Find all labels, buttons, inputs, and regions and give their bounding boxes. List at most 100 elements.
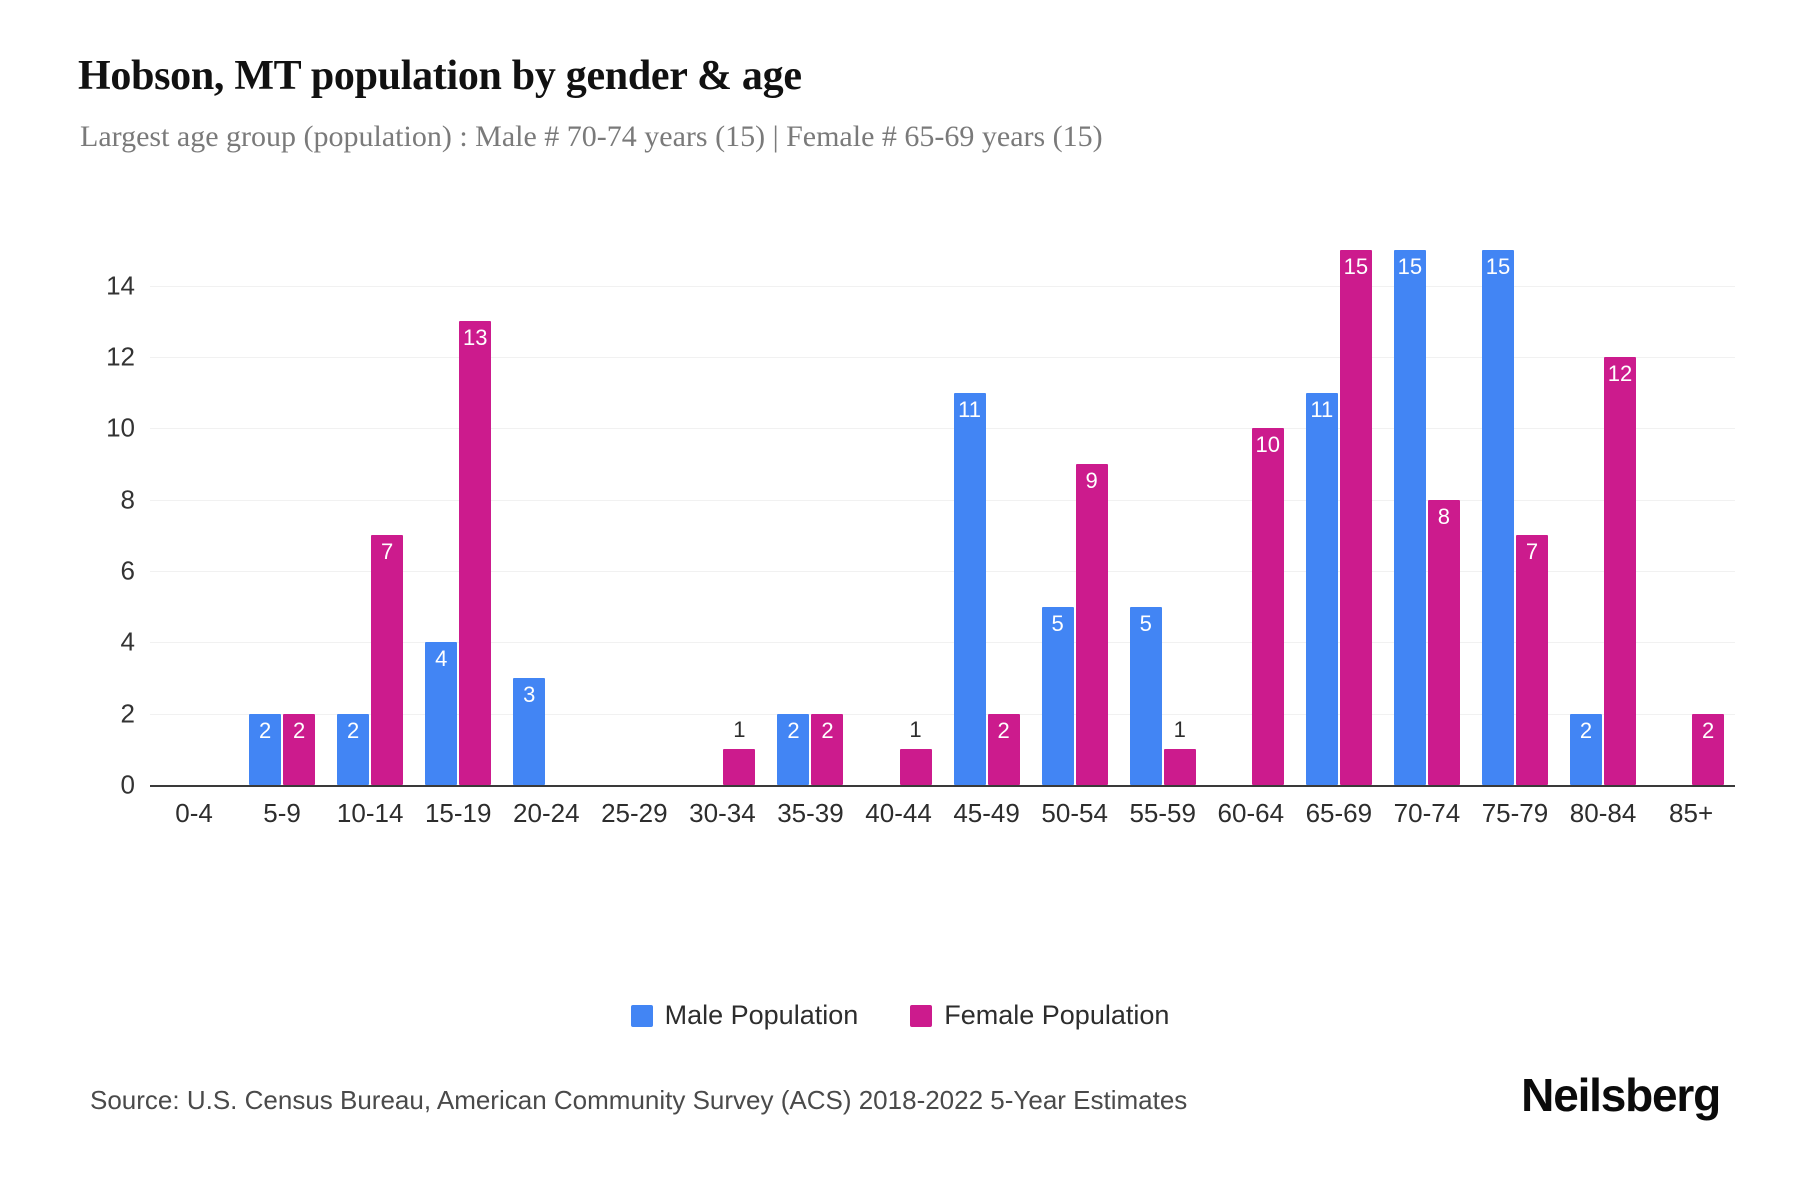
legend-swatch-female-icon <box>910 1004 933 1027</box>
bar-male[interactable]: 2 <box>249 713 282 785</box>
y-axis-tick-label: 8 <box>120 484 135 515</box>
bar-group <box>150 250 238 785</box>
x-axis-tick-label: 20-24 <box>513 798 580 828</box>
bar-value-label: 2 <box>1701 717 1715 743</box>
legend-item-male[interactable]: Male Population <box>630 1000 859 1031</box>
x-axis-labels: 0-4 5-9 10-14 15-19 20-24 25-29 30-34 35-39 40-4… <box>150 798 1735 829</box>
x-axis-tick-label: 45-49 <box>953 798 1020 828</box>
bar-female[interactable]: 2 <box>987 713 1020 785</box>
bar-male[interactable]: 11 <box>1305 392 1338 785</box>
x-axis-tick-label: 80-84 <box>1569 798 1637 828</box>
bar-female[interactable]: 1 <box>723 719 756 785</box>
x-axis-tick-label: 55-59 <box>1129 798 1196 828</box>
bar-value-label: 11 <box>958 396 982 422</box>
bar-value-label: 11 <box>1310 396 1334 422</box>
bar-male[interactable]: 15 <box>1481 250 1514 785</box>
bar-group: 15 8 <box>1383 250 1471 785</box>
bar-value-label: 12 <box>1607 361 1633 386</box>
x-axis-tick-label: 70-74 <box>1393 798 1461 828</box>
bar-male[interactable]: 4 <box>425 642 458 785</box>
bar-female[interactable]: 8 <box>1427 499 1460 785</box>
bar-value-label: 3 <box>523 682 536 707</box>
bar-value-label: 15 <box>1397 254 1423 279</box>
bar-value-label: 2 <box>821 717 834 743</box>
bar-female[interactable]: 15 <box>1339 250 1372 785</box>
bar-group: 15 7 <box>1471 250 1559 785</box>
x-axis-tick-label: 35-39 <box>777 798 844 828</box>
x-axis-tick-label: 5-9 <box>263 798 301 828</box>
page-subtitle: Largest age group (population) : Male # … <box>80 120 1103 153</box>
x-axis-tick-label: 10-14 <box>336 798 404 828</box>
x-axis-tick-label: 25-29 <box>601 798 668 828</box>
bar-male[interactable]: 5 <box>1041 606 1074 785</box>
legend-label-male: Male Population <box>664 1000 859 1030</box>
gridline <box>150 713 1735 715</box>
bar-value-label: 2 <box>1579 717 1593 743</box>
bar-value-label: 7 <box>1525 539 1539 565</box>
brand-logo: Neilsberg <box>1521 1069 1721 1121</box>
legend-item-female[interactable]: Female Population <box>910 1000 1169 1031</box>
bar-group: 3 <box>502 250 590 785</box>
source-note: Source: U.S. Census Bureau, American Com… <box>90 1085 1188 1115</box>
bar-female[interactable]: 2 <box>1692 713 1725 785</box>
x-axis-tick-label: 15-19 <box>424 798 492 828</box>
bar-female[interactable]: 7 <box>371 535 404 785</box>
gridline <box>150 571 1735 572</box>
bar-value-label: 8 <box>1437 503 1451 529</box>
bar-group: 11 15 <box>1295 250 1383 785</box>
bar-female[interactable]: 2 <box>283 713 316 785</box>
gridline <box>150 499 1735 501</box>
bar-male[interactable]: 15 <box>1393 250 1426 785</box>
bar-value-label: 9 <box>1085 468 1098 493</box>
bar-female[interactable]: 2 <box>811 713 844 785</box>
x-axis-tick-label: 30-34 <box>689 798 756 828</box>
bar-group: 1 <box>855 250 943 785</box>
legend-swatch-male-icon <box>630 1004 653 1027</box>
bar-value-label: 2 <box>347 717 360 743</box>
bar-value-label: 1 <box>909 717 922 743</box>
bar-value-label: 10 <box>1255 432 1281 458</box>
y-axis-tick-label: 6 <box>120 555 135 586</box>
bar-male[interactable]: 5 <box>1129 606 1162 785</box>
x-axis-tick-label: 60-64 <box>1217 798 1285 828</box>
bar-value-label: 2 <box>258 717 272 743</box>
bar-female[interactable]: 7 <box>1515 535 1548 785</box>
bar-female[interactable]: 9 <box>1075 464 1108 785</box>
bar-male[interactable]: 2 <box>777 713 810 785</box>
bar-group: 11 2 <box>943 250 1031 785</box>
gridline <box>150 642 1735 644</box>
x-axis-tick-label: 0-4 <box>175 798 213 828</box>
gridline <box>150 357 1735 358</box>
bar-female[interactable]: 1 <box>899 719 932 785</box>
x-axis-tick-label: 65-69 <box>1305 798 1373 828</box>
bar-group <box>590 250 678 785</box>
x-axis-line <box>150 785 1735 787</box>
bar-male[interactable]: 3 <box>513 678 546 785</box>
gridline <box>150 428 1735 430</box>
bar-male[interactable]: 2 <box>1570 713 1603 785</box>
bar-female[interactable]: 10 <box>1251 428 1284 785</box>
bar-male[interactable]: 11 <box>953 392 986 785</box>
y-axis-tick-label: 10 <box>106 412 135 443</box>
bar-group: 4 13 <box>414 250 502 785</box>
chart-legend: Male Population Female Population <box>0 1000 1800 1031</box>
bar-female[interactable]: 1 <box>1163 719 1196 785</box>
bar-male[interactable]: 2 <box>337 713 370 785</box>
page-title: Hobson, MT population by gender & age <box>78 53 802 99</box>
y-axis-tick-label: 2 <box>120 698 135 729</box>
x-axis-tick-label: 50-54 <box>1041 798 1108 828</box>
bar-female[interactable]: 12 <box>1604 357 1637 785</box>
y-axis-tick-label: 14 <box>106 270 135 301</box>
bar-value-label: 2 <box>292 717 306 743</box>
bar-value-label: 13 <box>462 325 488 351</box>
y-axis-tick-label: 4 <box>120 626 135 657</box>
bar-female[interactable]: 13 <box>459 321 492 785</box>
bar-group: 2 12 <box>1559 250 1647 785</box>
bar-group: 2 <box>1647 250 1735 785</box>
x-axis-tick-label: 40-44 <box>865 798 932 828</box>
